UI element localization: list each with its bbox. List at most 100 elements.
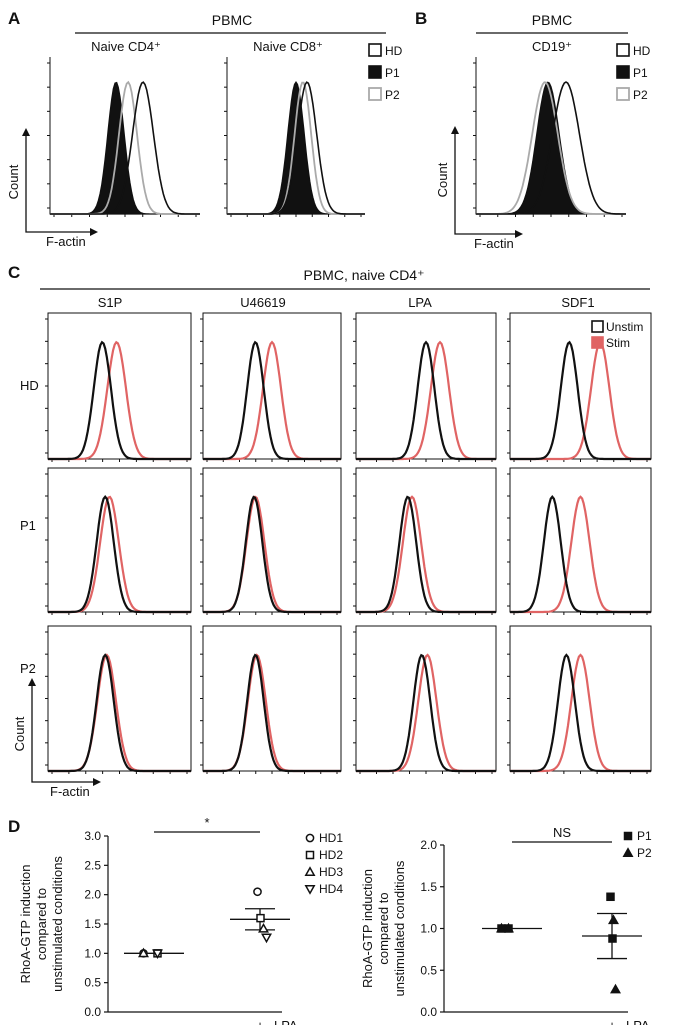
panel-d-left-ylabel-line: compared to [34, 888, 49, 960]
legend-c-unstim-label: Unstim [606, 320, 643, 334]
panel-c-hd-sdf1-curve-stim [510, 341, 651, 461]
panel-c-col-u46619: U46619 [240, 295, 286, 310]
panel-c-hd-s1p-frame [47, 312, 192, 460]
panel-c-ylabel: Count [12, 716, 27, 751]
panel-a-subtitle-cd4: Naive CD4⁺ [91, 39, 161, 54]
panel-a-histogram-cd4 [47, 57, 200, 217]
legend-b-p2-label: P2 [633, 88, 648, 102]
panel-d-right-scatter: RhoA-GTP induction compared to unstimulate… [360, 825, 652, 1025]
legend-a-hd-label: HD [385, 44, 403, 58]
panel-c-hd-lpa-frame [355, 312, 497, 460]
panel-d-right-ylabel-line: RhoA-GTP induction [360, 869, 375, 988]
panel-c-col-sdf1: SDF1 [561, 295, 594, 310]
panel-d-left-legend-marker-hd3 [304, 866, 316, 876]
panel-c-p2-u46619-curve-unstim [203, 653, 341, 773]
panel-d-left-scatter: RhoA-GTP induction compared to unstimulate… [18, 815, 343, 1025]
legend-a-p2-label: P2 [385, 88, 400, 102]
panel-c-p1-sdf1-curve-stim [510, 495, 651, 614]
panel-d-right-point-p1 [606, 892, 615, 902]
panel-d-left-legend-marker-hd1 [305, 833, 315, 843]
panel-d-left-legend-label-hd2: HD2 [319, 848, 343, 862]
panel-c-hd-s1p-curve-unstim [48, 340, 191, 461]
panel-d-right-point-p2 [503, 922, 514, 933]
panel-d-right-y-tick-label: 2.0 [420, 838, 437, 852]
legend-b-p1-swatch [616, 65, 630, 79]
panel-c-p2-s1p-frame [47, 625, 192, 772]
legend-b-p2-swatch [616, 87, 630, 101]
legend-a-p1-swatch [368, 65, 382, 79]
panel-d-right-point-p2 [610, 983, 621, 994]
panel-a-cd4-curve-hd [50, 81, 200, 215]
panel-d-left-x-category: + [256, 1018, 264, 1025]
panel-d-right-x-category: – [508, 1018, 516, 1025]
panel-d-right-legend-marker-p1 [623, 831, 633, 841]
legend-c-stim-swatch [591, 336, 604, 349]
panel-a-y-arrowhead [22, 128, 30, 136]
panel-d-left-legend-label-hd3: HD3 [319, 865, 343, 879]
panel-d-left-x-category: – [150, 1018, 158, 1025]
panel-d-left-point-hd4 [261, 933, 272, 944]
panel-c-p2-sdf1-frame [509, 625, 652, 772]
panel-b-curve-p1 [476, 81, 626, 215]
panel-c-p1-u46619-curve-unstim [203, 495, 341, 614]
panel-letter-b: B [415, 9, 427, 28]
panel-c-p1-lpa-curve-unstim [356, 495, 496, 614]
panel-d-right-y-tick-label: 1.5 [420, 880, 437, 894]
panel-c-col-s1p: S1P [98, 295, 123, 310]
legend-a-p2-swatch [368, 87, 382, 101]
panel-a-xlabel: F-actin [46, 234, 86, 249]
panel-letter-c: C [8, 263, 20, 282]
panel-d-right-y-tick-label: 1.0 [420, 922, 437, 936]
panel-c-hd-u46619-frame [202, 312, 342, 460]
panel-a-header: PBMC [212, 12, 252, 28]
panel-c-col-lpa: LPA [408, 295, 432, 310]
panel-b-subtitle: CD19⁺ [532, 39, 572, 54]
panel-d-left-y-tick-label: 0.5 [84, 976, 101, 990]
panel-c-row-p2: P2 [20, 661, 36, 676]
panel-d-left-x-extra-label: LPA [274, 1018, 298, 1025]
panel-a-x-arrowhead [90, 228, 98, 236]
panel-d-left-y-tick-label: 0.0 [84, 1005, 101, 1019]
panel-d-left-y-tick-label: 2.5 [84, 858, 101, 872]
panel-d-left-significance-label: * [204, 815, 209, 830]
panel-a-subtitle-cd8: Naive CD8⁺ [253, 39, 323, 54]
panel-d-left-y-tick-label: 3.0 [84, 829, 101, 843]
panel-c-p1-sdf1-frame [509, 467, 652, 613]
legend-b-hd-swatch [616, 43, 630, 57]
panel-c-p2-s1p-curve-stim [48, 653, 191, 773]
legend-b-p1-label: P1 [633, 66, 648, 80]
panel-d-right-ylabel-line: unstimulated conditions [392, 860, 407, 996]
panel-c-axis-arrows [31, 680, 98, 783]
panel-d-right-y-tick-label: 0.5 [420, 963, 437, 977]
panel-c-x-arrowhead [93, 778, 101, 786]
panel-b-x-arrowhead [515, 230, 523, 238]
panel-c-y-arrowhead [28, 678, 36, 686]
panel-d-left-y-tick-label: 2.0 [84, 888, 101, 902]
panel-c-histogram-grid [45, 312, 652, 774]
panel-c-row-hd: HD [20, 378, 39, 393]
panel-b-histogram [473, 57, 626, 217]
legend-a-hd-swatch [368, 43, 382, 57]
panel-c-p1-lpa-frame [355, 467, 497, 613]
panel-c-p2-sdf1-curve-stim [510, 653, 651, 773]
panel-d-left-ylabel-line: RhoA-GTP induction [18, 865, 33, 984]
legend-c-unstim-swatch [591, 320, 604, 333]
panel-c-p1-sdf1-curve-unstim [510, 495, 651, 614]
panel-c-hd-lpa-curve-stim [356, 340, 496, 461]
panel-letter-d: D [8, 817, 20, 836]
panel-d-left-point-hd2 [256, 913, 265, 923]
panel-b-xlabel: F-actin [474, 236, 514, 251]
panel-d-left-legend-label-hd4: HD4 [319, 882, 343, 896]
panel-d-right-legend-marker-p2 [622, 847, 634, 857]
legend-a-p1-label: P1 [385, 66, 400, 80]
panel-d-left-legend-label-hd1: HD1 [319, 831, 343, 845]
panel-a-axis-arrows [25, 130, 95, 233]
panel-d-left-y-tick-label: 1.5 [84, 917, 101, 931]
panel-d-right-x-category: + [608, 1018, 616, 1025]
panel-c-hd-lpa-curve-unstim [356, 340, 496, 461]
panel-a-cd4-curve-p1 [50, 81, 200, 215]
panel-c-p2-u46619-frame [202, 625, 342, 772]
panel-b-ylabel: Count [435, 162, 450, 197]
panel-d-left-point-hd1 [253, 887, 262, 897]
